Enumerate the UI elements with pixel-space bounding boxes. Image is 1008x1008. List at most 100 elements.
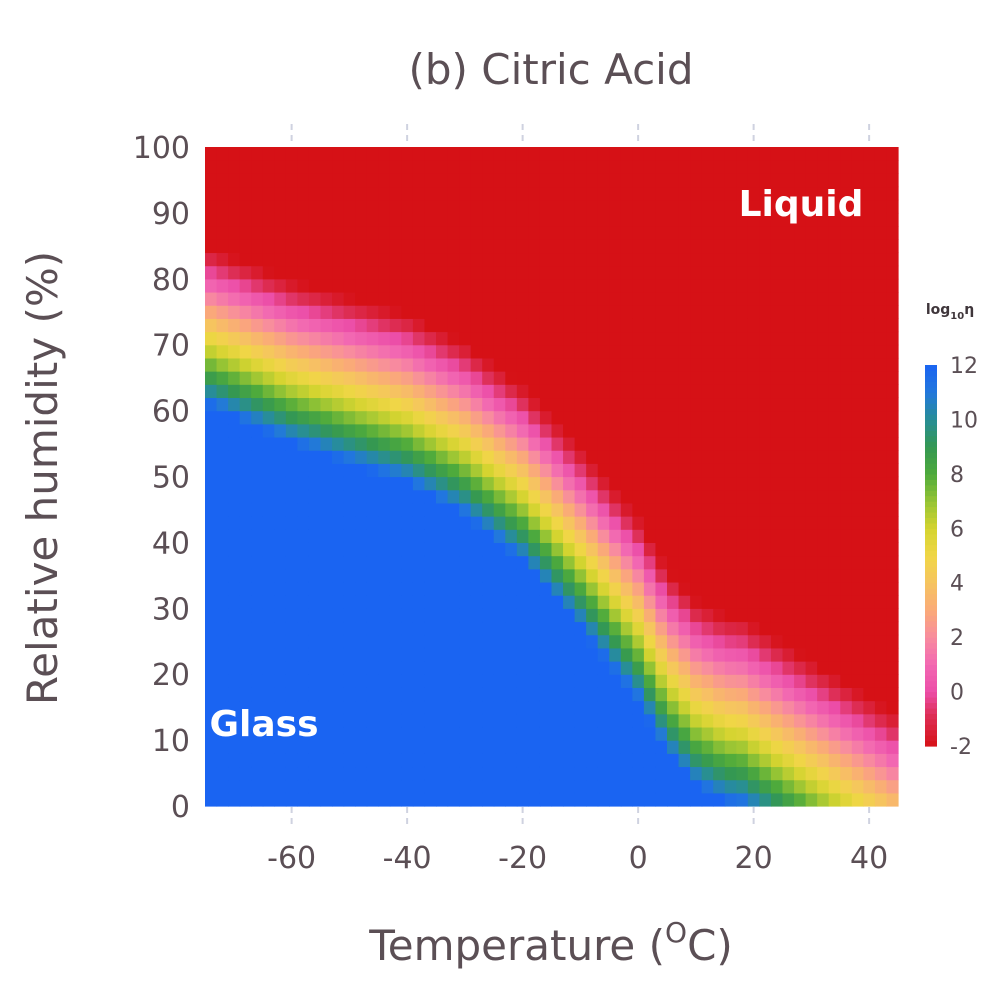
heatmap-cell (840, 147, 853, 161)
heatmap-cell (320, 740, 333, 754)
heatmap-cell (228, 357, 241, 372)
heatmap-cell (285, 318, 298, 333)
heatmap-cell (620, 568, 633, 583)
heatmap-cell (320, 384, 333, 399)
heatmap-cell (447, 186, 460, 201)
heatmap-cell (320, 595, 333, 609)
heatmap-cell (863, 713, 876, 728)
heatmap-cell (366, 318, 379, 333)
heatmap-cell (436, 766, 449, 781)
heatmap-cell (770, 740, 784, 754)
heatmap-cell (320, 463, 333, 478)
heatmap-cell (436, 305, 449, 319)
heatmap-cell (493, 647, 506, 662)
heatmap-cell (851, 581, 864, 596)
heatmap-cell (332, 779, 345, 794)
heatmap-cell (690, 463, 703, 478)
heatmap-cell (667, 147, 680, 161)
heatmap-cell (297, 397, 310, 412)
heatmap-cell (701, 147, 714, 161)
heatmap-cell (794, 318, 807, 333)
heatmap-cell (308, 278, 322, 293)
heatmap-cell (597, 700, 610, 715)
heatmap-cell (690, 713, 703, 728)
heatmap-cell (355, 713, 368, 728)
heatmap-cell (412, 779, 426, 794)
heatmap-cell (782, 384, 795, 399)
heatmap-cell (366, 502, 379, 517)
heatmap-cell (817, 529, 830, 543)
heatmap-cell (828, 674, 841, 688)
heatmap-cell (343, 792, 356, 807)
heatmap-cell (285, 265, 298, 280)
heatmap-cell (840, 305, 853, 319)
heatmap-cell (424, 357, 437, 372)
heatmap-cell (355, 608, 368, 623)
heatmap-cell (528, 226, 541, 240)
colorbar-segment (925, 631, 937, 638)
heatmap-cell (759, 212, 772, 227)
heatmap-cell (713, 753, 726, 768)
heatmap-cell (667, 278, 680, 293)
heatmap-cell (874, 371, 888, 385)
heatmap-cell (378, 305, 391, 319)
heatmap-cell (320, 476, 333, 491)
heatmap-cell (401, 674, 414, 688)
heatmap-cell (851, 450, 864, 464)
heatmap-cell (667, 318, 680, 333)
heatmap-cell (251, 265, 264, 280)
heatmap-cell (436, 713, 449, 728)
heatmap-cell (320, 713, 333, 728)
heatmap-cell (782, 621, 795, 636)
heatmap-cell (632, 529, 645, 543)
heatmap-cell (470, 371, 483, 385)
heatmap-cell (678, 331, 691, 346)
heatmap-cell (655, 160, 668, 174)
heatmap-cell (609, 423, 622, 438)
heatmap-cell (308, 147, 322, 161)
heatmap-cell (539, 410, 553, 425)
heatmap-cell (205, 753, 218, 768)
heatmap-cell (436, 542, 449, 557)
heatmap-cell (493, 344, 506, 359)
heatmap-cell (343, 502, 356, 517)
heatmap-cell (770, 212, 784, 227)
heatmap-cell (620, 423, 633, 438)
heatmap-cell (667, 516, 680, 530)
colorbar-tick-label: 8 (950, 463, 964, 488)
heatmap-cell (516, 344, 529, 359)
heatmap-cell (528, 581, 541, 596)
heatmap-cell (724, 160, 737, 174)
heatmap-cell (308, 581, 322, 596)
heatmap-cell (228, 608, 241, 623)
heatmap-cell (724, 726, 737, 741)
heatmap-cell (308, 568, 322, 583)
heatmap-cell (505, 555, 518, 570)
heatmap-cell (863, 502, 876, 517)
heatmap-cell (308, 779, 322, 794)
heatmap-cell (701, 555, 714, 570)
heatmap-cell (459, 476, 472, 491)
heatmap-cell (597, 344, 610, 359)
heatmap-cell (205, 555, 218, 570)
heatmap-cell (713, 700, 726, 715)
heatmap-cell (609, 542, 622, 557)
heatmap-cell (724, 740, 737, 754)
heatmap-cell (747, 542, 760, 557)
heatmap-cell (343, 226, 356, 240)
colorbar-segment (925, 544, 937, 551)
heatmap-cell (597, 397, 610, 412)
heatmap-cell (355, 318, 368, 333)
heatmap-cell (632, 384, 645, 399)
heatmap-cell (378, 397, 391, 412)
heatmap-cell (817, 634, 830, 649)
heatmap-cell (389, 397, 402, 412)
heatmap-cell (459, 753, 472, 768)
heatmap-cell (574, 371, 587, 385)
heatmap-cell (643, 199, 657, 214)
heatmap-cell (828, 436, 841, 451)
heatmap-cell (759, 516, 772, 530)
heatmap-cell (228, 595, 241, 609)
colorbar-segment (925, 604, 937, 611)
heatmap-cell (736, 674, 749, 688)
